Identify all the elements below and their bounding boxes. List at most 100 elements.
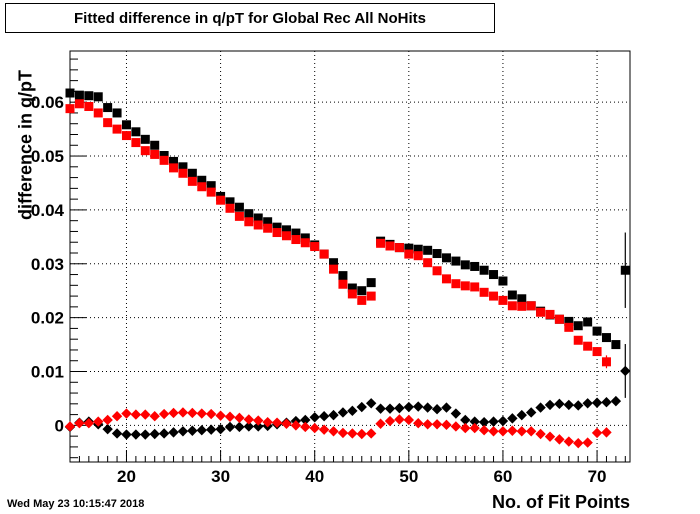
data-point-diamond [196, 408, 207, 419]
data-point-diamond [83, 418, 95, 429]
data-point-square [300, 238, 310, 248]
data-point-diamond [215, 423, 226, 435]
data-point-square [244, 217, 254, 227]
data-point-square [517, 294, 527, 304]
data-point-diamond [544, 399, 556, 411]
data-point-diamond [460, 422, 471, 434]
data-point-diamond [93, 416, 104, 427]
data-point-diamond [271, 417, 283, 428]
data-point-square [140, 134, 150, 144]
data-point-square [263, 223, 273, 233]
data-point-diamond [375, 403, 386, 414]
data-point-diamond [497, 426, 509, 437]
data-point-diamond [441, 402, 452, 413]
data-point-diamond [328, 426, 339, 437]
data-point-diamond [130, 409, 142, 420]
data-point-square [423, 245, 433, 255]
data-point-diamond [413, 401, 424, 412]
data-point-diamond [234, 412, 245, 424]
data-point-square [451, 256, 461, 266]
data-point-square [413, 244, 423, 254]
axis-ticks [69, 58, 626, 462]
data-point-diamond [554, 434, 565, 445]
data-point-square [583, 341, 593, 351]
plot-frame [69, 50, 631, 463]
data-point-diamond [168, 427, 179, 438]
data-point-diamond [544, 431, 556, 442]
data-point-diamond [281, 418, 292, 429]
data-point-diamond [318, 424, 330, 435]
data-point-square [489, 270, 499, 280]
data-point-square [65, 104, 75, 114]
data-point-square [470, 261, 480, 271]
data-point-square [197, 175, 207, 185]
data-point-diamond [205, 424, 217, 435]
data-point-diamond [187, 425, 198, 436]
timestamp: Wed May 23 10:15:47 2018 [7, 498, 145, 510]
data-point-square [263, 217, 273, 227]
data-point-diamond [384, 403, 396, 414]
data-point-square [197, 182, 207, 192]
x-tick-label: 30 [211, 467, 230, 486]
data-point-square [423, 258, 433, 268]
tick-labels: 20 30 40 50 60 70 0 0.01 0.02 0.03 0.04 0.05 0.06 [31, 93, 607, 486]
data-point-diamond [403, 401, 415, 413]
data-point-square [234, 211, 244, 221]
x-tick-label: 50 [399, 467, 418, 486]
data-point-square [93, 108, 103, 118]
data-point-square [281, 231, 291, 241]
data-point-square [470, 282, 480, 292]
data-point-diamond [187, 407, 198, 419]
data-point-diamond [394, 414, 405, 425]
data-point-square [601, 357, 611, 367]
data-point-diamond [140, 429, 151, 440]
data-point-square [507, 290, 517, 300]
data-point-square [404, 249, 414, 259]
y-tick-label: 0.02 [31, 309, 64, 328]
y-tick-label: 0.01 [31, 363, 64, 382]
x-tick-label: 60 [493, 467, 512, 486]
data-point-diamond [140, 409, 151, 420]
data-point-diamond [516, 409, 527, 421]
x-tick-label: 40 [305, 467, 324, 486]
data-point-square [583, 317, 593, 327]
data-point-diamond [413, 418, 424, 429]
data-point-square [187, 176, 197, 186]
data-point-square [140, 146, 150, 156]
data-point-diamond [610, 395, 622, 407]
data-point-square [441, 253, 451, 263]
data-point-square [460, 260, 470, 270]
data-point-square [84, 91, 94, 101]
data-point-square [489, 291, 499, 301]
data-point-square [620, 265, 630, 275]
data-point-diamond [177, 426, 189, 437]
data-point-square [112, 108, 122, 118]
data-point-square [479, 287, 489, 297]
data-point-diamond [243, 421, 255, 432]
data-point-square [338, 271, 348, 281]
data-point-diamond [309, 412, 320, 423]
data-point-diamond [337, 407, 349, 418]
data-point-square [376, 238, 386, 248]
data-point-diamond [224, 421, 236, 433]
data-point-diamond [478, 425, 490, 436]
data-point-square [84, 101, 94, 111]
data-point-diamond [102, 414, 113, 426]
data-point-diamond [573, 437, 584, 449]
data-point-diamond [74, 418, 85, 429]
data-point-diamond [422, 419, 433, 430]
data-point-diamond [158, 408, 170, 420]
data-point-square [517, 301, 527, 311]
data-point-diamond [253, 421, 264, 432]
data-point-square [103, 118, 113, 128]
data-point-diamond [507, 425, 518, 436]
data-point-diamond [243, 414, 255, 425]
y-tick-label: 0.06 [31, 93, 64, 112]
data-point-square [357, 286, 367, 296]
data-point-diamond [478, 416, 490, 428]
data-point-diamond [121, 429, 132, 440]
data-point-diamond [591, 397, 603, 408]
data-point-square [112, 124, 122, 134]
data-point-square [65, 88, 75, 98]
data-point-square [74, 99, 84, 109]
